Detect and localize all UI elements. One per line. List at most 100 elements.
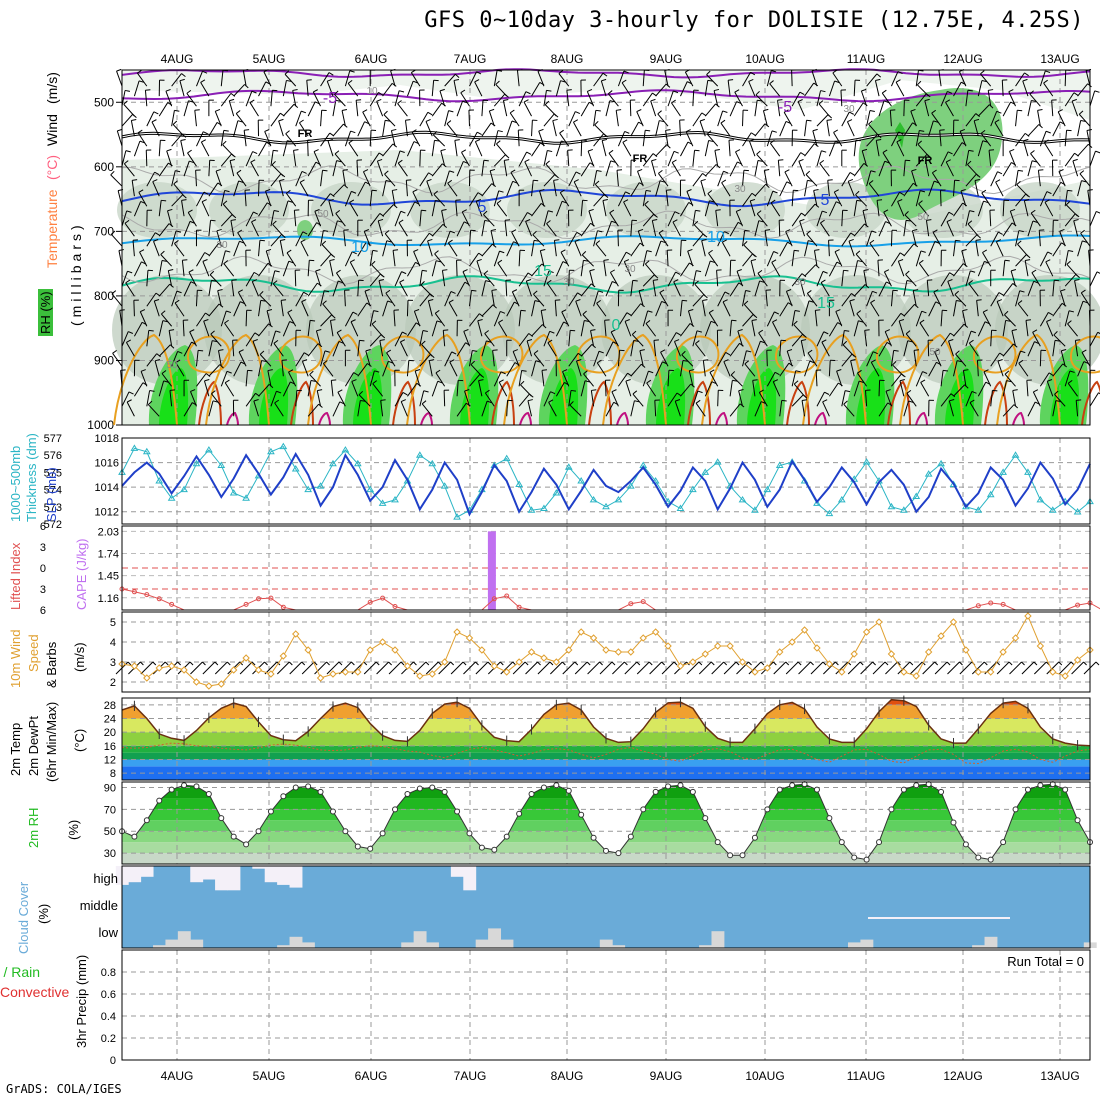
wind-barb [462,271,470,287]
wind-barb [631,334,644,347]
wind-speed-point [143,674,151,682]
wind-barb [117,190,123,207]
thickness-point [701,468,710,475]
wind-barb [151,121,160,137]
wind-barb-flag [475,139,481,143]
wind-barb [815,370,818,387]
wind-barb-flag [321,240,327,245]
wind-barb [903,182,914,197]
wind-barb [1052,280,1055,297]
wind-barb [658,173,669,187]
wind-barb [580,140,583,157]
wind-barb [357,302,368,317]
wind-barb-flag [492,304,497,309]
thickness-tick-label: 572 [44,519,62,531]
wind-barb [928,241,936,257]
wind-barb-flag [998,292,1004,296]
wind-barb [555,321,565,337]
wind-barb-flag [765,229,771,231]
wind-barb [692,233,704,247]
wind-barb [406,360,410,377]
wind-barb-flag [899,252,905,256]
wind-barb [769,83,781,97]
wind-barb-flag [849,298,855,302]
rh-point [950,819,957,826]
wind-barb [183,221,191,237]
wind-barb [587,150,595,167]
wind-barb-flag [451,351,457,355]
wind-barb [828,322,839,337]
wind-barb [320,290,325,307]
wind-barb [382,180,387,197]
wind-barb-flag [126,339,131,343]
wind-barb [232,340,235,357]
wind-barb [593,193,605,207]
wind-barb-flag [586,661,591,666]
wind-barb-flag [175,359,181,363]
wind-barb [897,201,905,217]
thickness-point [291,464,300,472]
wind-barb-flag [363,169,369,173]
wind-barb-flag [229,98,235,102]
wind-barb-flag [590,329,596,332]
wind-barb [295,171,303,187]
wind-barb [814,310,818,327]
wind-barb [531,180,534,197]
isotherm-25 [887,380,911,426]
wind-barb-flag [746,350,752,353]
wind-barb [183,341,193,357]
wind-barb [376,160,384,177]
rh-point [590,834,597,841]
wind-barb [478,380,483,397]
wind-barb [692,330,698,347]
wind-barb [729,101,738,117]
rh-plume-90 [856,368,886,425]
wind-barb [121,210,128,227]
wind-barb [548,402,557,417]
wind-barb [729,282,740,297]
wind-barb [580,102,590,117]
cloud-low-bar [165,939,179,948]
wind-barb-flag [648,661,653,666]
wind-barb [618,372,628,387]
wind-barb [258,300,262,317]
wind-barb [407,262,416,277]
wind-speed-point [900,668,908,676]
wind-barb [547,342,557,357]
wind-barb-flag [412,189,418,193]
cape-tick-label: 1.45 [98,571,119,583]
wind-barb-flag [477,131,482,136]
wind-barb [574,661,588,675]
lifted-index-point [243,601,249,607]
wind-barb-flag [421,340,426,345]
wind-barb [853,163,865,177]
rh-contour-label: 30 [216,240,228,251]
wind-barb-flag [278,118,284,122]
rh-point [354,843,361,850]
wind-barb-flag [882,149,888,154]
wind-barb [357,363,368,377]
wind-barb [414,370,421,387]
wind-barb [799,280,806,297]
wind-barb-flag [1008,89,1014,93]
wind-barb-flag [1055,400,1061,403]
wind10m-label-3: & Barbs [44,641,59,688]
rh-axis-label: RH (%) [38,289,53,336]
wind-barb-flag [1067,189,1073,192]
wind-barb [468,350,473,367]
wind-barb [734,91,743,107]
wind-barb-flag [285,130,290,135]
wind-speed-point [192,678,201,686]
wind-barb [300,241,309,257]
top-date-label: 12AUG [943,52,982,66]
wind-barb-flag [773,379,779,383]
wind-barb [756,213,768,227]
wind-speed-point [614,648,623,656]
wind-barb-flag [947,279,953,282]
wind-barb [688,370,694,387]
wind-barb [146,111,155,127]
wind-barb [621,82,632,97]
wind-barb [965,150,970,167]
wind-barb-flag [324,290,330,293]
wind-barb [1064,152,1075,167]
